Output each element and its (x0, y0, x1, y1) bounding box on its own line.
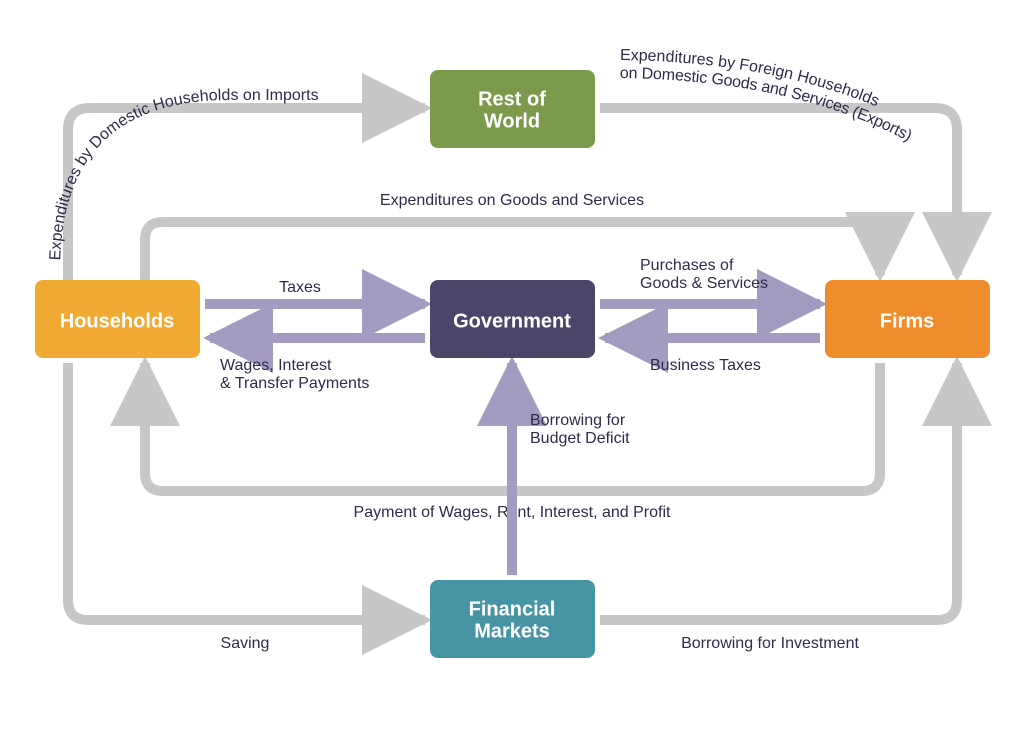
label-transfers: Wages, Interest & Transfer Payments (220, 357, 369, 392)
label-taxes: Taxes (279, 279, 321, 296)
label-business-taxes: Business Taxes (650, 357, 761, 374)
node-firms: Firms (825, 280, 990, 358)
svg-text:Rest of: Rest of (478, 88, 546, 110)
label-expenditures-goods-services: Expenditures on Goods and Services (380, 192, 644, 209)
label-borrow-deficit: Borrowing for Budget Deficit (530, 412, 630, 447)
label-saving: Saving (221, 635, 270, 652)
svg-text:Firms: Firms (880, 310, 934, 332)
edge-households-to-world (68, 108, 425, 280)
svg-text:World: World (484, 110, 540, 132)
node-rest-of-world: Rest of World (430, 70, 595, 148)
edge-households-to-firms-expenditures (145, 222, 880, 280)
svg-text:Households: Households (60, 310, 174, 332)
label-purchases: Purchases of Goods & Services (640, 257, 768, 292)
node-households: Households (35, 280, 200, 358)
node-financial-markets: Financial Markets (430, 580, 595, 658)
node-government: Government (430, 280, 595, 358)
circular-flow-diagram: Expenditures by Domestic Households on I… (0, 0, 1024, 754)
svg-text:Government: Government (453, 310, 571, 332)
svg-text:Markets: Markets (474, 620, 550, 642)
svg-text:Financial: Financial (469, 598, 556, 620)
label-borrow-invest: Borrowing for Investment (681, 635, 859, 652)
